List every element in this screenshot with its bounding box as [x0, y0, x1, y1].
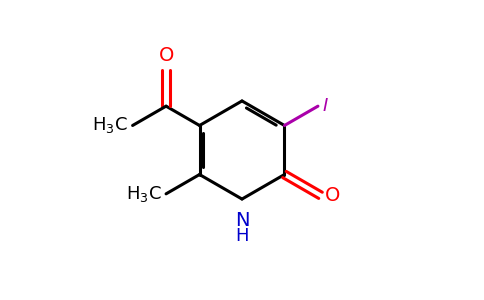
Text: H: H: [235, 227, 249, 245]
Text: H$_3$C: H$_3$C: [126, 184, 162, 204]
Text: O: O: [325, 186, 340, 205]
Text: N: N: [235, 211, 249, 230]
Text: H$_3$C: H$_3$C: [92, 116, 128, 136]
Text: O: O: [158, 46, 174, 64]
Text: I: I: [322, 97, 328, 115]
